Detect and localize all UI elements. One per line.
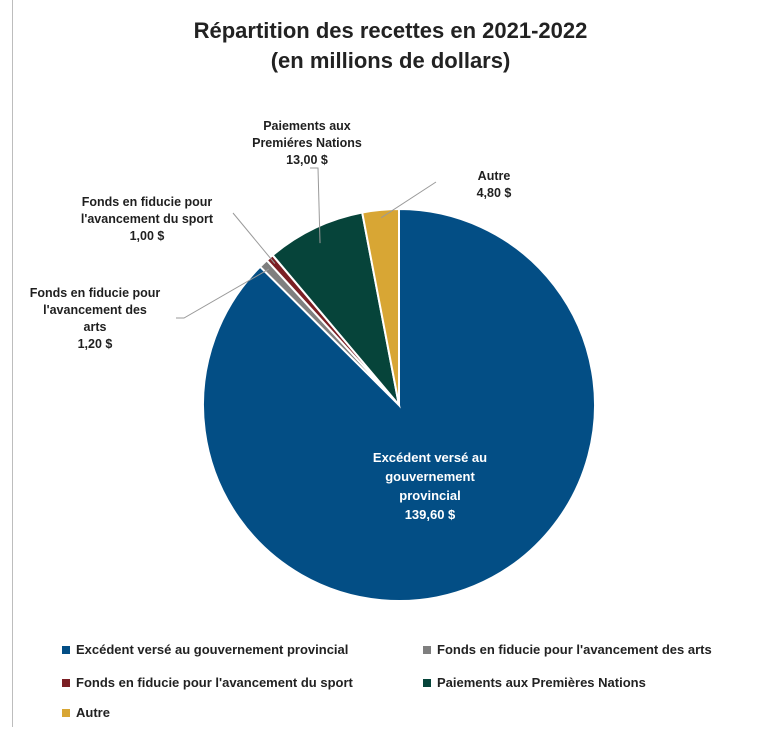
legend-item-autre: Autre [62,705,110,720]
data-label-arts: Fonds en fiducie pour [30,286,161,300]
legend-item-excedent: Excédent versé au gouvernement provincia… [62,642,348,657]
legend-swatch [62,645,70,654]
chart-subtitle: (en millions de dollars) [270,48,511,73]
chart-title-block: Répartition des recettes en 2021-2022 (e… [0,16,781,76]
data-label-excedent: 139,60 $ [405,507,456,522]
legend-label: Paiements aux Premières Nations [437,675,646,690]
legend-swatch [62,678,70,687]
legend-item-sport: Fonds en fiducie pour l'avancement du sp… [62,675,353,690]
leader-line-sport [232,212,276,264]
chart-frame [12,0,779,727]
data-label-premieres-nations: 13,00 $ [286,153,328,167]
legend-item-arts: Fonds en fiducie pour l'avancement des a… [423,642,712,657]
legend-swatch [423,678,431,687]
data-label-arts: arts [84,320,107,334]
pie-slice-autre [361,207,400,406]
data-label-excedent: gouvernement [385,469,475,484]
legend-label: Fonds en fiducie pour l'avancement des a… [437,642,712,657]
leader-line-arts [176,268,270,319]
legend-label: Excédent versé au gouvernement provincia… [76,642,349,657]
data-label-premieres-nations: Premiéres Nations [252,136,362,150]
legend-label: Autre [76,705,110,720]
data-label-autre: 4,80 $ [477,186,512,200]
data-label-excedent: provincial [399,488,460,503]
leader-line-autre [380,181,437,219]
data-label-arts: l'avancement des [43,303,147,317]
data-label-autre: Autre [478,169,511,183]
leader-line-premieres-nations [310,167,321,244]
data-label-sport: Fonds en fiducie pour [82,195,213,209]
data-label-sport: l'avancement du sport [81,212,214,226]
pie-slice-premieres-nations [271,211,401,409]
legend-label: Fonds en fiducie pour l'avancement du sp… [76,675,353,690]
legend-swatch [62,708,70,717]
data-label-arts: 1,20 $ [78,337,113,351]
data-label-sport: 1,00 $ [130,229,165,243]
data-label-premieres-nations: Paiements aux [263,119,351,133]
legend-swatch [423,645,431,654]
chart-title: Répartition des recettes en 2021-2022 [193,18,588,43]
legend-item-premieres-nations: Paiements aux Premières Nations [423,675,646,690]
data-label-excedent: Excédent versé au [373,450,487,465]
